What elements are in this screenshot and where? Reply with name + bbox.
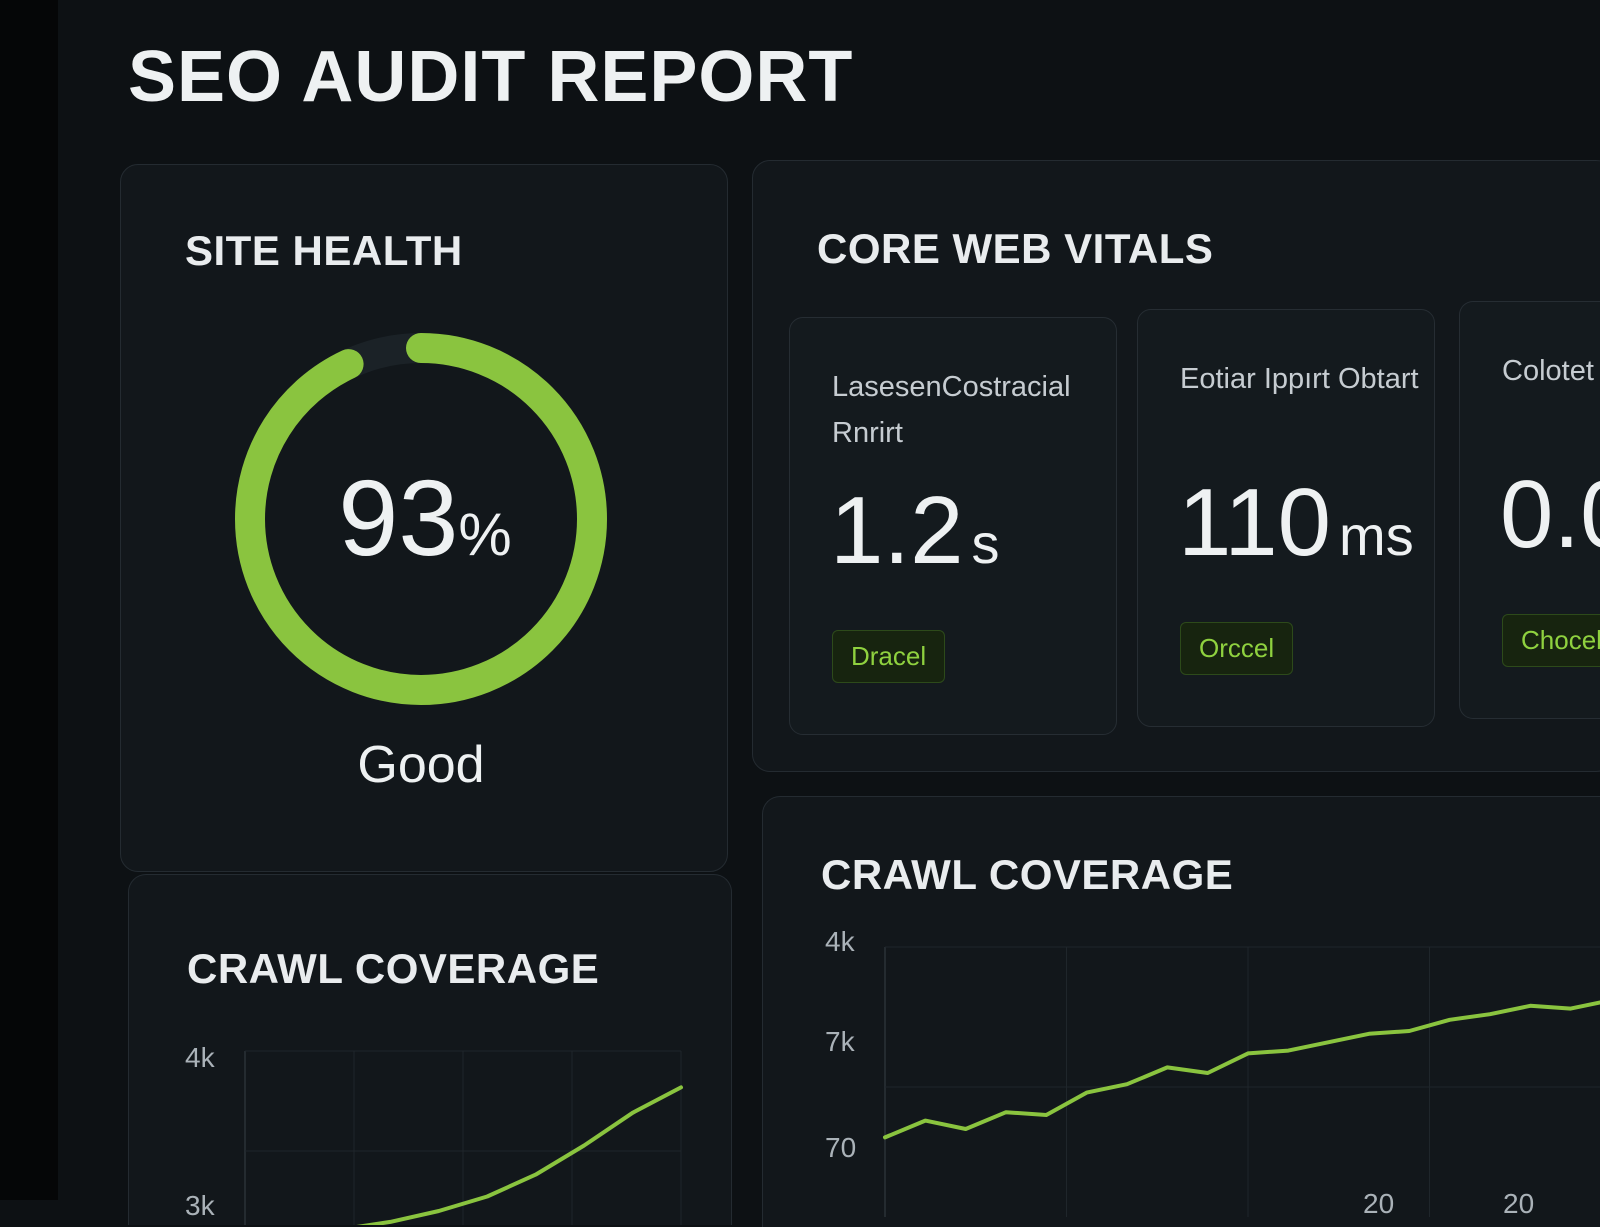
metric-label: Colotet Meonlir (1502, 355, 1600, 387)
site-health-card: SITE HEALTH 93% Good (120, 164, 728, 872)
metric-card-cls[interactable]: Colotet Meonlir 0.0 Chocel (1459, 301, 1600, 719)
metric-label: Eotiar Ippırt Obtart (1180, 363, 1419, 395)
metric-unit: s (971, 512, 1000, 575)
core-web-vitals-card: CORE WEB VITALS LasesenCostracial Rnrirt… (752, 160, 1600, 772)
metric-number: 0.0 (1500, 461, 1600, 568)
health-score: 93% (235, 455, 615, 580)
metric-label: LasesenCostracial Rnrirt (832, 371, 1071, 449)
chart-y-tick-label: 4k (825, 926, 856, 957)
metric-status-badge: Orccel (1180, 622, 1294, 675)
site-health-title: SITE HEALTH (185, 227, 463, 274)
chart-series-line (883, 1000, 1600, 1140)
chart-x-tick-label: 20 (1503, 1188, 1534, 1217)
metric-status-badge: Dracel (832, 630, 946, 683)
crawl-coverage-card-left: CRAWL COVERAGE 4k 3k (128, 874, 732, 1225)
chart-y-tick-label: 70 (825, 1132, 856, 1163)
crawl-coverage-chart: 4k 3k (185, 1042, 683, 1225)
crawl-coverage-chart: 4k 7k 70 20 20 (825, 926, 1600, 1217)
metric-number: 110 (1178, 469, 1332, 576)
health-score-number: 93 (338, 457, 459, 578)
metric-status-badge: Chocel (1502, 614, 1600, 667)
metric-card-lcp[interactable]: LasesenCostracial Rnrirt 1.2 s Dracel (789, 317, 1117, 735)
health-gauge-ring (235, 333, 607, 705)
page-title: SEO AUDIT REPORT (128, 37, 854, 117)
crawl-coverage-title: CRAWL COVERAGE (187, 945, 600, 992)
health-status: Good (357, 736, 485, 794)
metric-value: 110 ms (1178, 468, 1414, 578)
chart-y-tick-label: 3k (185, 1190, 216, 1221)
crawl-coverage-title: CRAWL COVERAGE (821, 851, 1234, 898)
core-web-vitals-title: CORE WEB VITALS (817, 225, 1214, 272)
screen-bezel (0, 0, 58, 1200)
metric-number: 1.2 (830, 477, 964, 584)
metric-value: 0.0 (1500, 460, 1600, 570)
health-gauge (235, 333, 607, 705)
health-score-unit: % (458, 501, 512, 568)
chart-y-tick-label: 4k (185, 1042, 216, 1073)
chart-y-tick-label: 7k (825, 1026, 856, 1057)
crawl-coverage-card-right: CRAWL COVERAGE 4k 7k 70 20 20 (762, 796, 1600, 1227)
chart-x-tick-label: 20 (1363, 1188, 1394, 1217)
metric-card-fid[interactable]: Eotiar Ippırt Obtart 110 ms Orccel (1137, 309, 1435, 727)
metric-value: 1.2 s (830, 476, 999, 586)
metric-unit: ms (1339, 504, 1414, 567)
